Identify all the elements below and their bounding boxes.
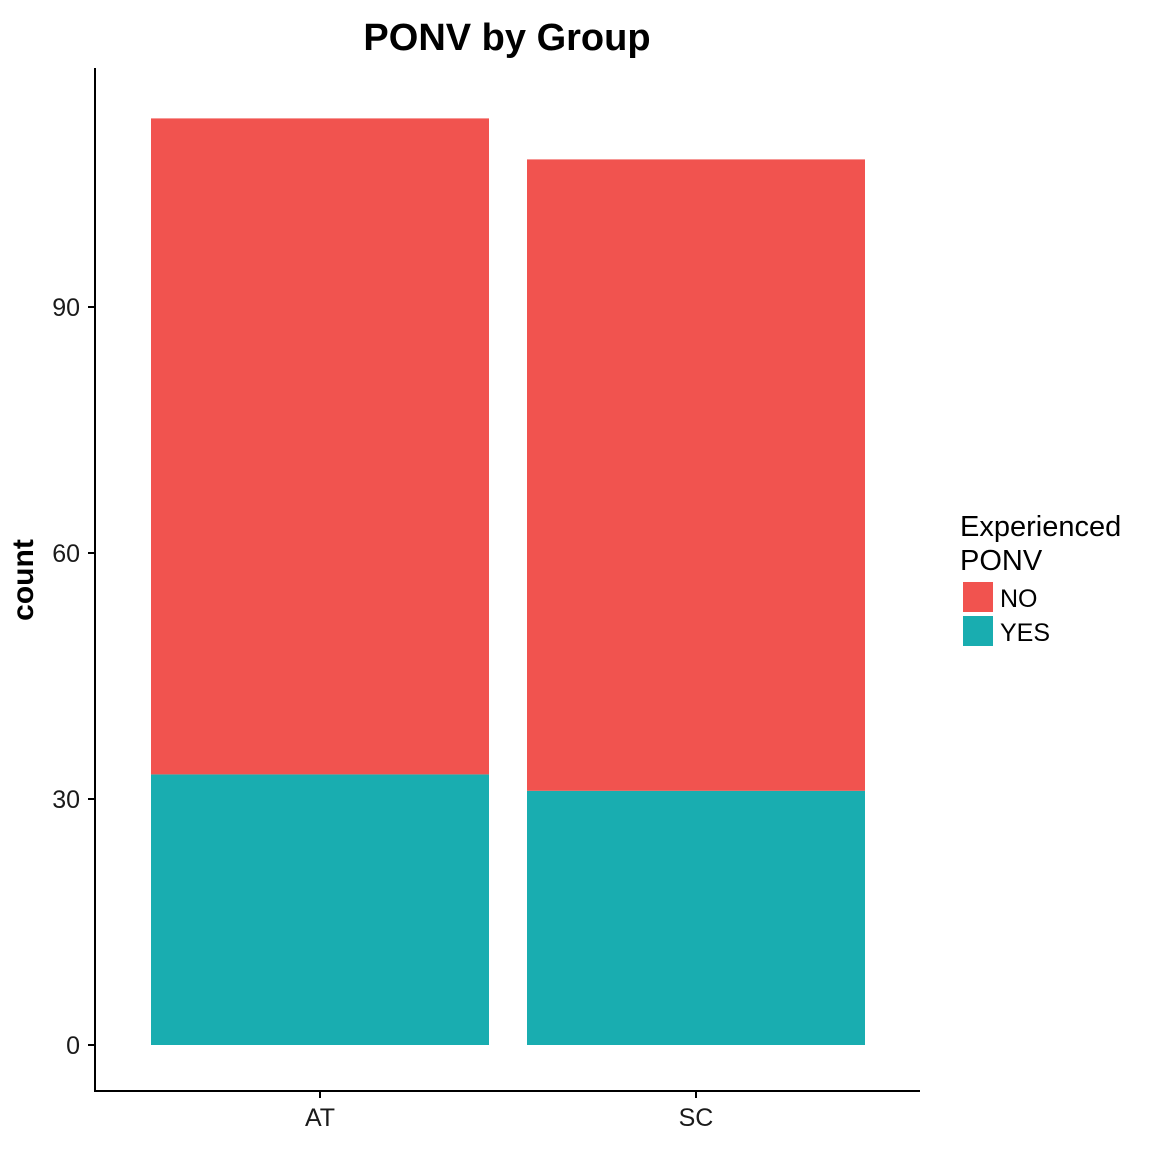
y-tick-label: 60: [52, 540, 80, 568]
bar-sc-yes: [527, 790, 865, 1045]
legend: Experienced PONV NO YES: [960, 511, 1121, 647]
legend-title-line-1: Experienced: [960, 511, 1121, 543]
legend-title-line-2: PONV: [960, 545, 1043, 577]
y-tick-label: 90: [52, 294, 80, 322]
legend-swatch-yes: [963, 616, 993, 646]
chart-title: PONV by Group: [363, 17, 650, 59]
y-tick-label: 30: [52, 786, 80, 814]
bar-at-yes: [151, 774, 489, 1045]
bar-sc-no: [527, 159, 865, 791]
legend-label-no: NO: [1000, 585, 1038, 613]
y-axis-title: count: [7, 539, 40, 621]
y-axis-ticks: 0 30 60 90: [52, 294, 95, 1060]
bars-group: [151, 118, 865, 1045]
x-tick-label-sc: SC: [679, 1104, 714, 1132]
legend-label-yes: YES: [1000, 619, 1050, 647]
legend-swatch-no: [963, 582, 993, 612]
x-tick-label-at: AT: [305, 1104, 335, 1132]
x-axis-ticks: AT SC: [305, 1091, 713, 1132]
y-tick-label: 0: [66, 1032, 80, 1060]
legend-entries: NO YES: [963, 582, 1050, 647]
bar-at-no: [151, 118, 489, 775]
